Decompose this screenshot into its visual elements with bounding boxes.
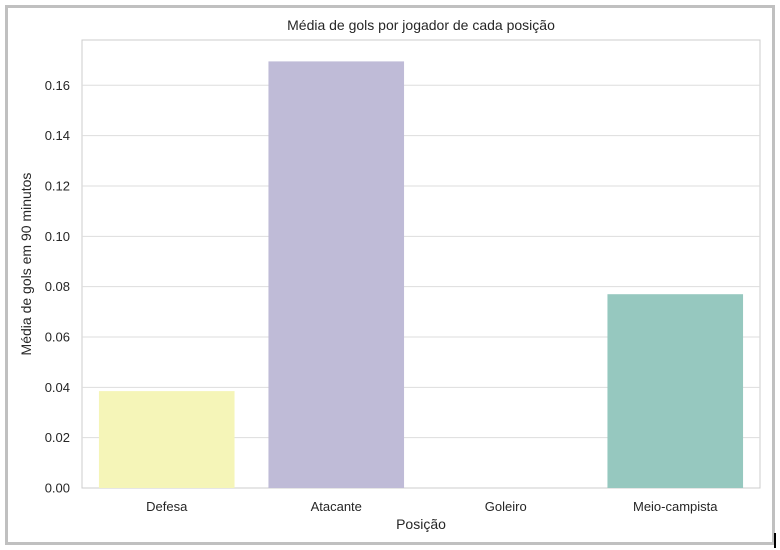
y-tick-label: 0.08 bbox=[45, 279, 70, 294]
y-tick-label: 0.00 bbox=[45, 481, 70, 496]
bars bbox=[98, 61, 744, 489]
x-tick-label: Defesa bbox=[146, 499, 188, 514]
x-axis-label: Posição bbox=[396, 516, 446, 532]
y-axis-ticks: 0.00 0.02 0.04 0.06 0.08 0.10 0.12 0.14 0.16 bbox=[45, 78, 70, 496]
y-axis-label: Média de gols em 90 minutos bbox=[18, 173, 34, 356]
x-axis-ticks: Defesa Atacante Goleiro Meio-campista bbox=[146, 499, 718, 514]
x-tick-label: Meio-campista bbox=[633, 499, 718, 514]
bar-meio-campista bbox=[607, 294, 744, 488]
y-tick-label: 0.12 bbox=[45, 178, 70, 193]
y-tick-label: 0.14 bbox=[45, 128, 70, 143]
x-tick-label: Goleiro bbox=[485, 499, 527, 514]
y-tick-label: 0.02 bbox=[45, 430, 70, 445]
bar-defesa bbox=[98, 391, 235, 488]
x-tick-label: Atacante bbox=[311, 499, 362, 514]
bar-atacante bbox=[268, 61, 405, 489]
chart-title: Média de gols por jogador de cada posiçã… bbox=[287, 17, 555, 33]
y-tick-label: 0.10 bbox=[45, 229, 70, 244]
y-tick-label: 0.06 bbox=[45, 329, 70, 344]
y-tick-label: 0.16 bbox=[45, 78, 70, 93]
y-tick-label: 0.04 bbox=[45, 380, 70, 395]
text-cursor bbox=[774, 533, 776, 548]
